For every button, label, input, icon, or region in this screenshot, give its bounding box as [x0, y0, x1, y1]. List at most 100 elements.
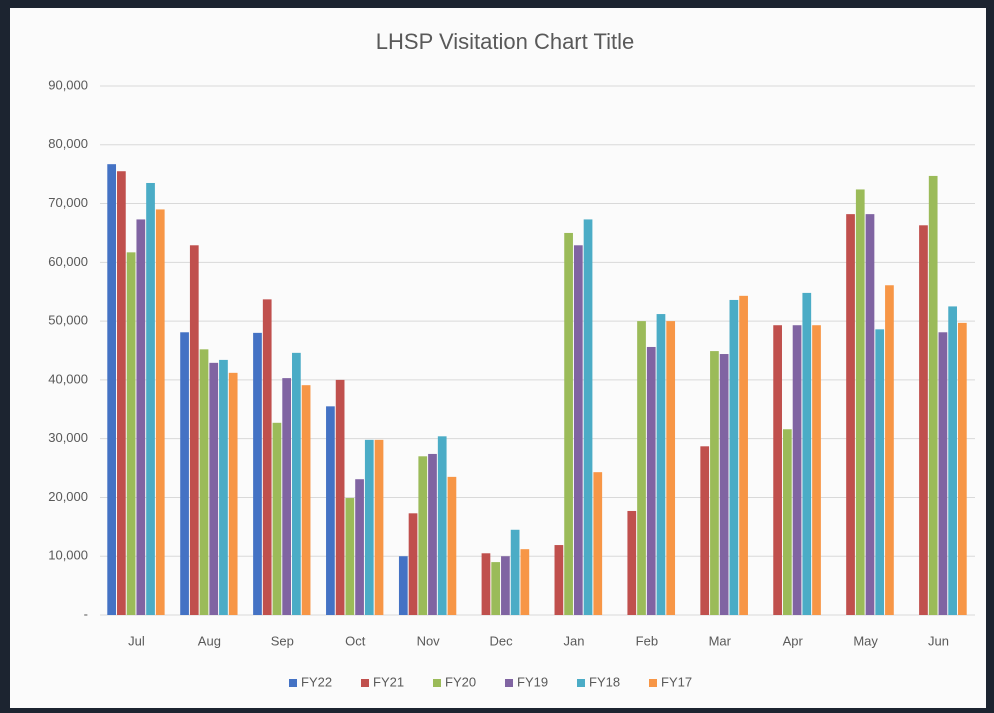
- legend-label: FY19: [517, 674, 548, 689]
- bar: [866, 214, 875, 615]
- bar: [856, 189, 865, 615]
- bar: [555, 545, 564, 615]
- x-tick-label: Aug: [198, 633, 221, 648]
- bar: [584, 219, 593, 615]
- y-tick-label: 80,000: [48, 136, 88, 151]
- y-tick-label: 10,000: [48, 548, 88, 563]
- bar: [783, 429, 792, 615]
- bar: [219, 360, 228, 615]
- bar: [929, 176, 938, 615]
- legend-label: FY22: [301, 674, 332, 689]
- legend-swatch: [577, 679, 585, 687]
- bar: [491, 562, 500, 615]
- x-tick-label: Oct: [345, 633, 366, 648]
- bar: [292, 353, 301, 615]
- bar: [511, 530, 520, 615]
- bar: [875, 329, 884, 615]
- chart-title: LHSP Visitation Chart Title: [376, 29, 634, 54]
- y-tick-label: 60,000: [48, 254, 88, 269]
- bar: [190, 245, 199, 615]
- bar: [229, 373, 238, 615]
- legend-label: FY20: [445, 674, 476, 689]
- bar: [282, 378, 291, 615]
- y-tick-label: 40,000: [48, 371, 88, 386]
- x-tick-label: Jul: [128, 633, 145, 648]
- y-tick-label: 50,000: [48, 313, 88, 328]
- bar: [375, 440, 384, 615]
- y-tick-label: 70,000: [48, 195, 88, 210]
- y-tick-label: 90,000: [48, 77, 88, 92]
- legend-swatch: [505, 679, 513, 687]
- bar: [720, 354, 729, 615]
- bar: [520, 549, 529, 615]
- bar: [730, 300, 739, 615]
- chart: LHSP Visitation Chart Title - 10,000 20,00…: [0, 0, 994, 713]
- bar: [302, 385, 311, 615]
- bar: [409, 513, 418, 615]
- bar: [180, 332, 189, 615]
- x-tick-label: Dec: [489, 633, 513, 648]
- x-tick-label: Sep: [271, 633, 294, 648]
- y-tick-label: 20,000: [48, 489, 88, 504]
- bar: [812, 325, 821, 615]
- bar: [200, 349, 209, 615]
- legend-swatch: [433, 679, 441, 687]
- bar: [948, 306, 957, 615]
- bar: [263, 299, 272, 615]
- bar: [773, 325, 782, 615]
- bar: [399, 556, 408, 615]
- bar: [885, 285, 894, 615]
- x-tick-label: Feb: [636, 633, 658, 648]
- bar: [146, 183, 155, 615]
- bar: [209, 363, 218, 615]
- bar: [574, 245, 583, 615]
- bar: [336, 380, 345, 615]
- bar: [666, 321, 675, 615]
- bar: [501, 556, 510, 615]
- y-tick-label: 30,000: [48, 430, 88, 445]
- x-tick-label: Mar: [709, 633, 732, 648]
- bar: [637, 321, 646, 615]
- bar: [418, 456, 427, 615]
- bar: [939, 332, 948, 615]
- x-tick-label: Jan: [563, 633, 584, 648]
- legend-label: FY17: [661, 674, 692, 689]
- bar: [428, 454, 437, 615]
- bar: [657, 314, 666, 615]
- bar: [919, 225, 928, 615]
- bar: [958, 323, 967, 615]
- bar: [482, 553, 491, 615]
- legend-swatch: [649, 679, 657, 687]
- bar: [846, 214, 855, 615]
- bar: [438, 436, 447, 615]
- bar: [802, 293, 811, 615]
- bar: [127, 252, 136, 615]
- legend-label: FY18: [589, 674, 620, 689]
- bar: [448, 477, 457, 615]
- bar: [253, 333, 262, 615]
- bar: [593, 472, 602, 615]
- x-tick-label: May: [853, 633, 878, 648]
- x-tick-label: Jun: [928, 633, 949, 648]
- bar: [647, 347, 656, 615]
- bar: [355, 479, 364, 615]
- legend-swatch: [361, 679, 369, 687]
- bar: [345, 498, 354, 615]
- bar: [739, 296, 748, 615]
- bar: [107, 164, 116, 615]
- bar: [700, 446, 709, 615]
- bar: [136, 219, 145, 615]
- bar: [564, 233, 573, 615]
- x-tick-label: Apr: [783, 633, 804, 648]
- y-tick-label: -: [84, 606, 88, 621]
- x-tick-label: Nov: [417, 633, 441, 648]
- bar: [365, 440, 374, 615]
- bar: [156, 209, 165, 615]
- bar: [273, 423, 282, 615]
- legend-swatch: [289, 679, 297, 687]
- bar: [627, 511, 636, 615]
- bar: [710, 351, 719, 615]
- bar: [793, 325, 802, 615]
- bar: [117, 171, 126, 615]
- bar: [326, 406, 335, 615]
